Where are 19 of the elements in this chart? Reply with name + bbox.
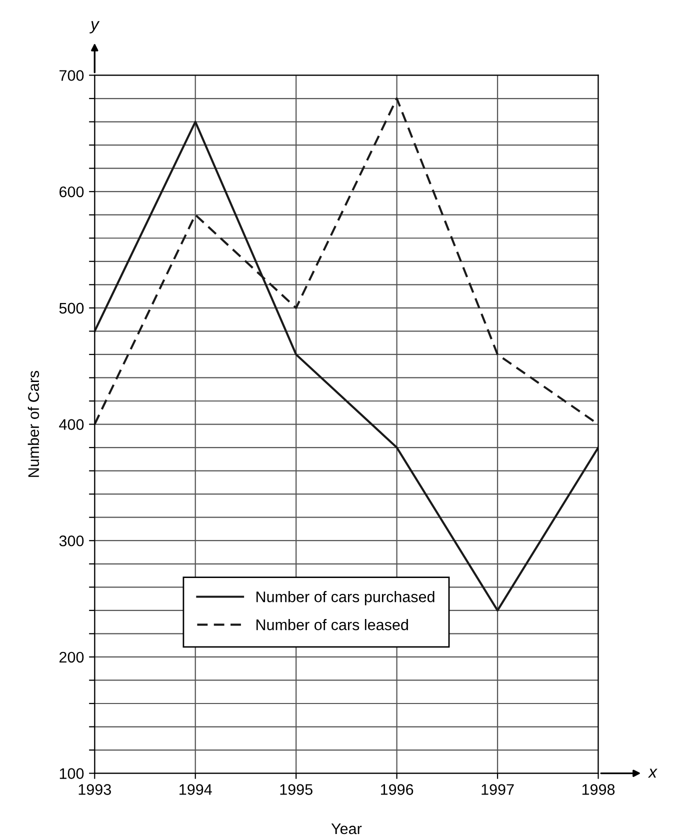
y-tick-label: 100 bbox=[60, 768, 84, 779]
x-tick-label: 1996 bbox=[380, 784, 414, 795]
y-axis-title: Number of Cars bbox=[28, 370, 40, 477]
y-tick-label: 400 bbox=[59, 419, 84, 430]
x-tick-label: 1993 bbox=[78, 784, 111, 795]
x-tick-label: 1994 bbox=[180, 784, 212, 795]
text: y bbox=[90, 21, 100, 34]
text: x bbox=[648, 768, 658, 778]
x-axis-title: Year bbox=[331, 824, 362, 834]
legend-label: Number of cars purchased bbox=[256, 591, 434, 606]
y-tick-label: 500 bbox=[59, 302, 84, 314]
legend-label: Number of cars leased bbox=[256, 619, 408, 630]
x-tick-label: 1995 bbox=[280, 784, 312, 795]
y-tick-label: 700 bbox=[60, 70, 84, 81]
y-tick-label: 300 bbox=[59, 535, 84, 546]
y-tick-label: 200 bbox=[60, 652, 84, 663]
x-tick-label: 1997 bbox=[482, 784, 514, 795]
x-tick-label: 1998 bbox=[582, 784, 615, 795]
y-tick-label: 600 bbox=[60, 186, 84, 198]
